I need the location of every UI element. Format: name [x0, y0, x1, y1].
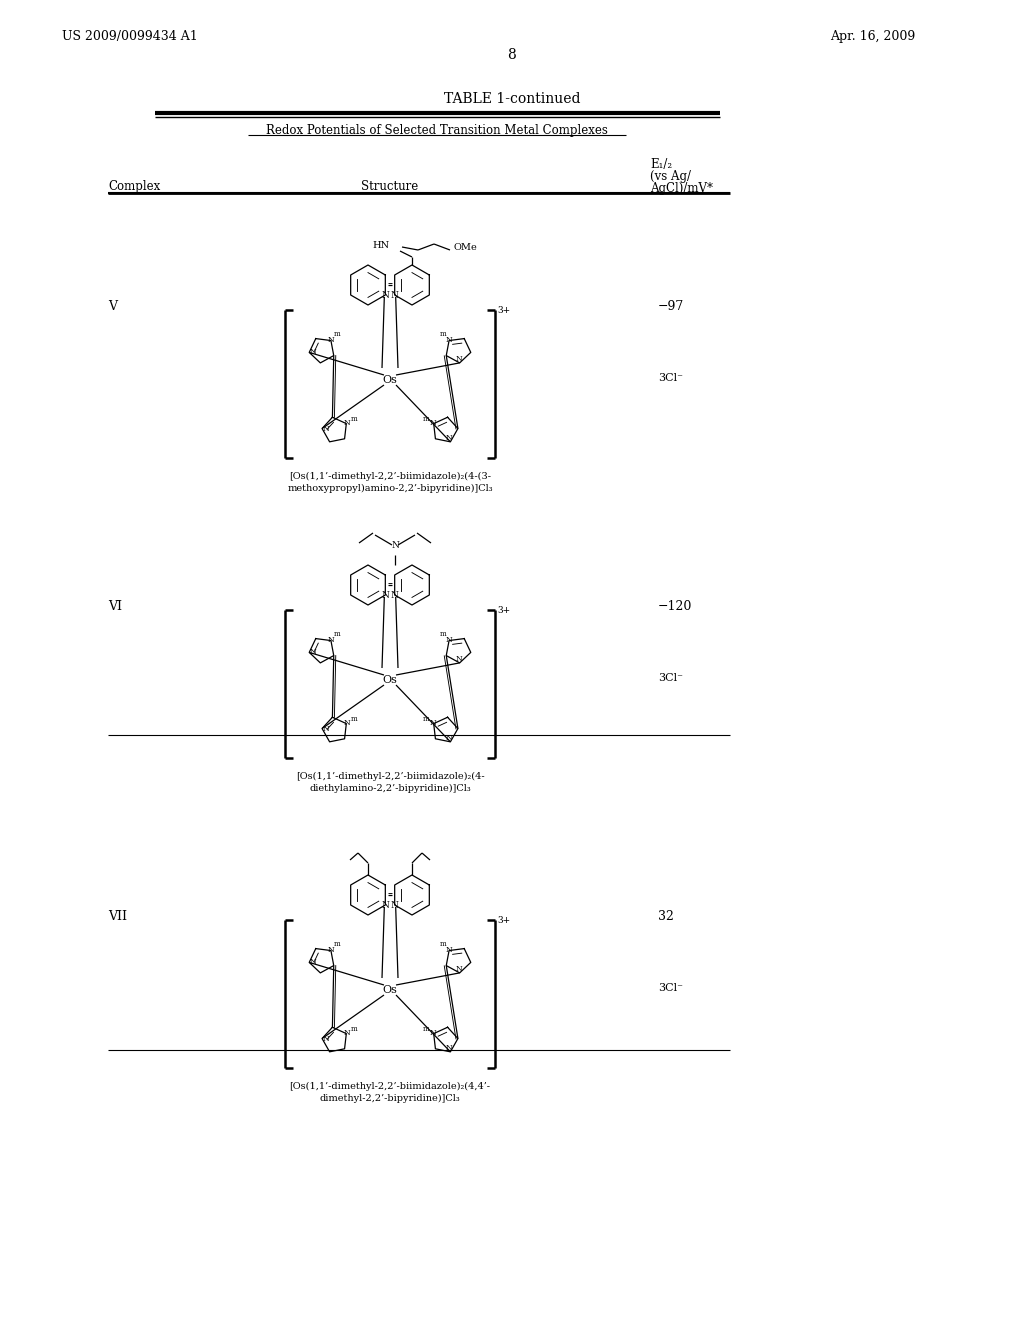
Text: N: N	[430, 719, 436, 727]
Text: N: N	[445, 734, 453, 742]
Text: 32: 32	[658, 909, 674, 923]
Text: diethylamino-2,2’-bipyridine)]Cl₃: diethylamino-2,2’-bipyridine)]Cl₃	[309, 784, 471, 793]
Text: N: N	[323, 1035, 330, 1043]
Text: N: N	[381, 290, 389, 300]
Text: 3+: 3+	[497, 606, 510, 615]
Text: N: N	[445, 1044, 453, 1052]
Text: Os: Os	[383, 675, 397, 685]
Text: N: N	[430, 1030, 436, 1038]
Text: 3+: 3+	[497, 306, 510, 315]
Text: N: N	[391, 290, 398, 300]
Text: N: N	[445, 337, 452, 345]
Text: N: N	[328, 946, 335, 954]
Text: AgCl)/mV*: AgCl)/mV*	[650, 182, 713, 195]
Text: m: m	[423, 715, 429, 723]
Text: N: N	[445, 946, 452, 954]
Text: N: N	[391, 900, 398, 909]
Text: −97: −97	[658, 300, 684, 313]
Text: (vs Ag/: (vs Ag/	[650, 170, 691, 183]
Text: N: N	[328, 636, 335, 644]
Text: [Os(1,1’-dimethyl-2,2’-biimidazole)₂(4-(3-: [Os(1,1’-dimethyl-2,2’-biimidazole)₂(4-(…	[289, 473, 490, 480]
Text: N: N	[445, 636, 452, 644]
Text: Structure: Structure	[361, 180, 419, 193]
Text: US 2009/0099434 A1: US 2009/0099434 A1	[62, 30, 198, 44]
Text: N: N	[445, 434, 453, 442]
Text: N: N	[343, 1030, 350, 1038]
Text: m: m	[351, 715, 357, 723]
Text: VI: VI	[108, 601, 122, 612]
Text: N: N	[309, 958, 316, 966]
Text: m: m	[423, 416, 429, 424]
Text: TABLE 1-continued: TABLE 1-continued	[443, 92, 581, 106]
Text: N: N	[381, 900, 389, 909]
Text: N: N	[323, 725, 330, 733]
Text: m: m	[423, 1026, 429, 1034]
Text: N: N	[309, 347, 316, 355]
Text: 8: 8	[508, 48, 516, 62]
Text: Os: Os	[383, 375, 397, 385]
Text: [Os(1,1’-dimethyl-2,2’-biimidazole)₂(4,4’-: [Os(1,1’-dimethyl-2,2’-biimidazole)₂(4,4…	[290, 1082, 490, 1092]
Text: OMe: OMe	[453, 243, 477, 252]
Text: dimethyl-2,2’-bipyridine)]Cl₃: dimethyl-2,2’-bipyridine)]Cl₃	[319, 1094, 461, 1104]
Text: [Os(1,1’-dimethyl-2,2’-biimidazole)₂(4-: [Os(1,1’-dimethyl-2,2’-biimidazole)₂(4-	[296, 772, 484, 781]
Text: N: N	[328, 337, 335, 345]
Text: V: V	[108, 300, 117, 313]
Text: m: m	[439, 630, 446, 638]
Text: 3+: 3+	[497, 916, 510, 925]
Text: N: N	[456, 655, 463, 663]
Text: methoxypropyl)amino-2,2’-bipyridine)]Cl₃: methoxypropyl)amino-2,2’-bipyridine)]Cl₃	[287, 484, 493, 494]
Text: m: m	[334, 940, 340, 948]
Text: 3Cl⁻: 3Cl⁻	[658, 983, 683, 993]
Text: 3Cl⁻: 3Cl⁻	[658, 374, 683, 383]
Text: N: N	[323, 425, 330, 433]
Text: 3Cl⁻: 3Cl⁻	[658, 673, 683, 682]
Text: m: m	[351, 416, 357, 424]
Text: Redox Potentials of Selected Transition Metal Complexes: Redox Potentials of Selected Transition …	[266, 124, 608, 137]
Text: N: N	[456, 355, 463, 363]
Text: N: N	[430, 420, 436, 428]
Text: N: N	[381, 590, 389, 599]
Text: m: m	[439, 940, 446, 948]
Text: m: m	[351, 1026, 357, 1034]
Text: N: N	[343, 420, 350, 428]
Text: N: N	[391, 590, 398, 599]
Text: Complex: Complex	[108, 180, 160, 193]
Text: VII: VII	[108, 909, 127, 923]
Text: Apr. 16, 2009: Apr. 16, 2009	[830, 30, 915, 44]
Text: −120: −120	[658, 601, 692, 612]
Text: m: m	[439, 330, 446, 338]
Text: N: N	[343, 719, 350, 727]
Text: N: N	[391, 541, 399, 550]
Text: N: N	[456, 965, 463, 973]
Text: E₁/₂: E₁/₂	[650, 158, 672, 172]
Text: m: m	[334, 330, 340, 338]
Text: N: N	[309, 648, 316, 656]
Text: Os: Os	[383, 985, 397, 995]
Text: HN: HN	[373, 240, 390, 249]
Text: m: m	[334, 630, 340, 638]
